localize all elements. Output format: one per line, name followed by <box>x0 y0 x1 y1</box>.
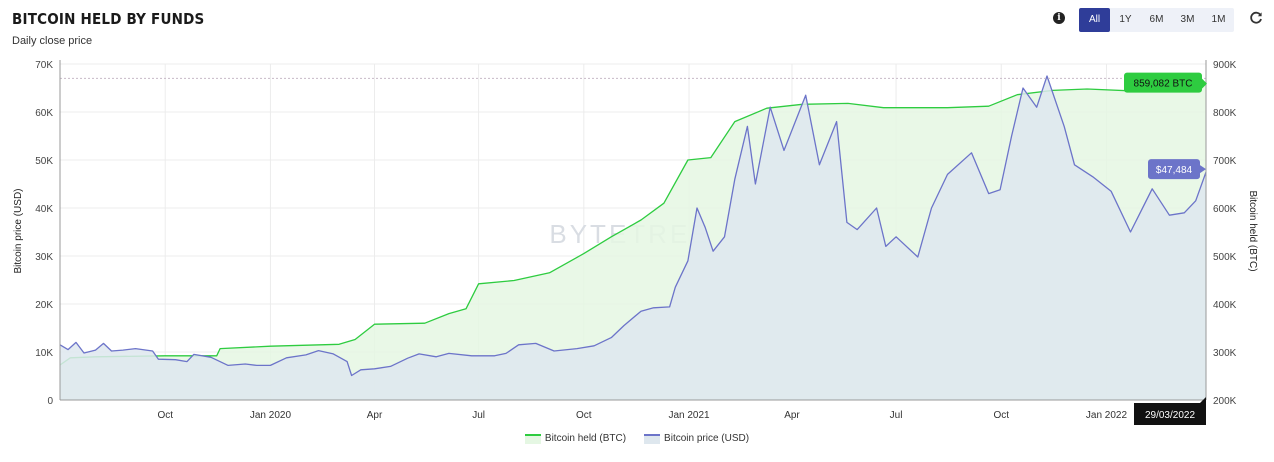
refresh-icon[interactable] <box>1248 10 1264 26</box>
x-tick-label: Jan 2022 <box>1086 410 1128 421</box>
date-label: 29/03/2022 <box>1145 410 1195 421</box>
y2-axis-title: Bitcoin held (BTC) <box>1247 190 1258 271</box>
series-line-price <box>59 75 1207 377</box>
legend-item-btc-held[interactable]: Bitcoin held (BTC) <box>524 433 627 444</box>
series-area-price <box>60 76 1206 400</box>
date-badge <box>1134 403 1206 425</box>
y-tick-label: 40K <box>35 204 53 215</box>
btc-held-value-label: 859,082 BTC <box>1134 79 1193 90</box>
x-tick-label: Apr <box>784 410 800 421</box>
x-tick-label: Oct <box>576 410 592 421</box>
y-tick-label: 70K <box>35 60 53 71</box>
y2-tick-label: 400K <box>1213 300 1237 311</box>
x-tick-label: Jul <box>890 410 903 421</box>
y-tick-label: 50K <box>35 156 53 167</box>
legend: Bitcoin held (BTC) Bitcoin price (USD) <box>0 433 1274 444</box>
x-tick-label: Apr <box>367 410 383 421</box>
legend-label-price: Bitcoin price (USD) <box>664 433 750 444</box>
legend-swatch-price <box>644 433 661 444</box>
x-tick-label: Oct <box>157 410 173 421</box>
legend-swatch-btc-held <box>524 433 541 444</box>
x-tick-label: Jan 2020 <box>250 410 292 421</box>
legend-item-price[interactable]: Bitcoin price (USD) <box>644 433 749 444</box>
range-selector: All 1Y 6M 3M 1M <box>1079 8 1234 32</box>
page-title: BITCOIN HELD BY FUNDS <box>12 10 205 28</box>
range-1y-button[interactable]: 1Y <box>1119 14 1132 25</box>
y-tick-label: 30K <box>35 252 53 263</box>
y-axis-title: Bitcoin price (USD) <box>13 188 24 273</box>
info-icon[interactable]: i <box>1053 12 1065 24</box>
price-badge-pointer <box>1200 165 1206 174</box>
bitcoin-funds-chart: 0 10K 20K 30K 40K 50K 60K 70K 200K 300K 400K 500K 60… <box>13 60 1258 425</box>
y-tick-label: 10K <box>35 348 53 359</box>
legend-label-btc-held: Bitcoin held (BTC) <box>544 433 627 444</box>
chart-subtitle: Daily close price <box>12 35 93 47</box>
range-all-button[interactable]: All <box>1079 8 1110 32</box>
y2-tick-label: 900K <box>1213 60 1237 71</box>
price-value-label: $47,484 <box>1156 165 1193 176</box>
y2-tick-label: 800K <box>1213 108 1237 119</box>
y2-tick-label: 200K <box>1213 396 1237 407</box>
y-tick-label: 60K <box>35 108 53 119</box>
range-3m-button[interactable]: 3M <box>1180 14 1195 25</box>
date-badge-pointer <box>1200 397 1206 403</box>
x-tick-label: Jan 2021 <box>668 410 710 421</box>
y2-tick-label: 500K <box>1213 252 1237 263</box>
x-tick-label: Jul <box>472 410 485 421</box>
x-tick-label: Oct <box>993 410 1009 421</box>
series-line-btc-held <box>59 82 1207 366</box>
btc-held-badge-pointer <box>1202 78 1207 89</box>
y-tick-label: 0 <box>47 396 53 407</box>
y2-tick-label: 300K <box>1213 348 1237 359</box>
price-value-badge <box>1148 159 1200 180</box>
btc-held-value-badge <box>1124 72 1202 93</box>
y2-tick-label: 600K <box>1213 204 1237 215</box>
y2-tick-label: 700K <box>1213 156 1237 167</box>
range-6m-button[interactable]: 6M <box>1149 14 1164 25</box>
range-1m-button[interactable]: 1M <box>1211 14 1226 25</box>
y-tick-label: 20K <box>35 300 53 311</box>
